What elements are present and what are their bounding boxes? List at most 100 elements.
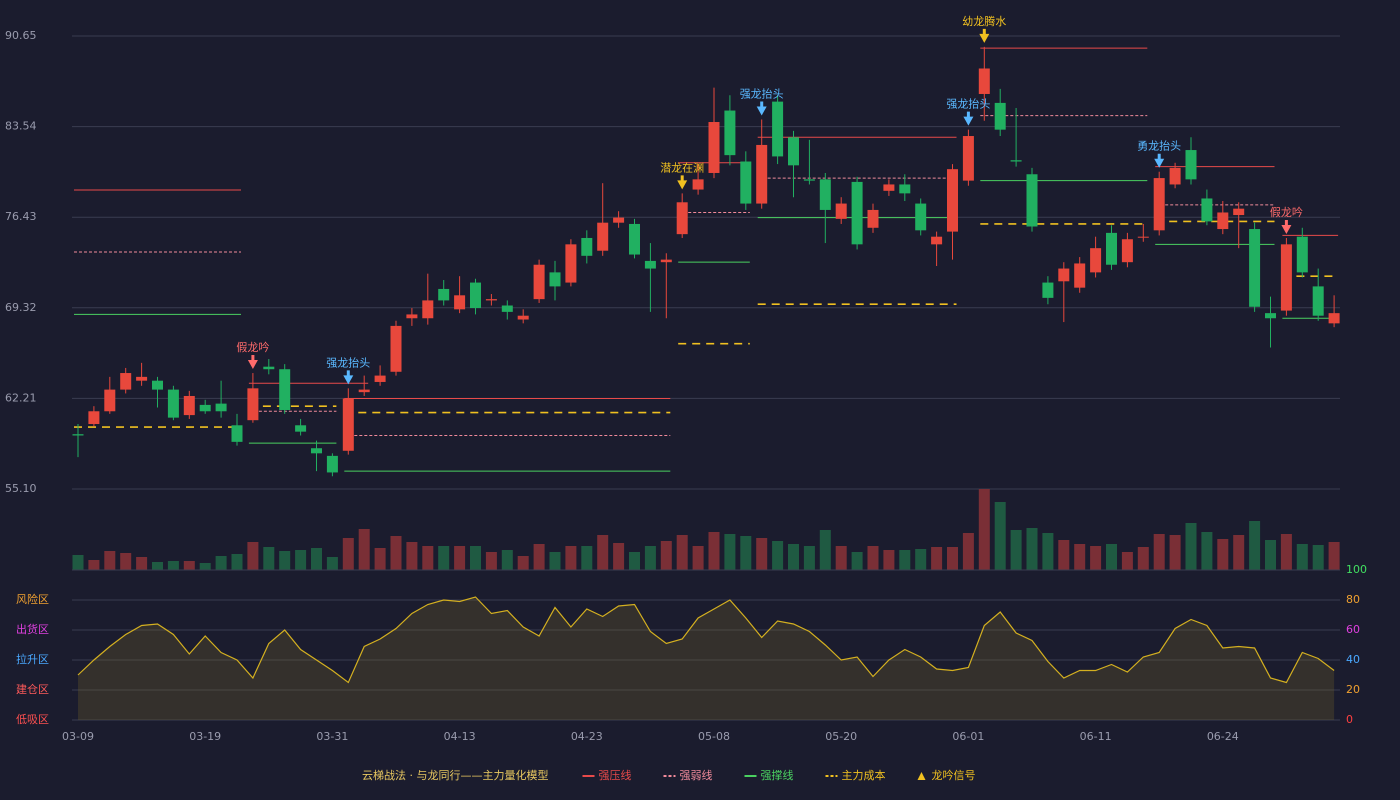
- candle-body: [247, 388, 259, 421]
- candle-body: [1312, 286, 1324, 316]
- volume-bar: [756, 538, 768, 570]
- x-tick-label: 06-01: [952, 730, 984, 743]
- legend-title: 云梯战法 · 与龙同行——主力量化模型: [362, 768, 549, 782]
- candle-body: [104, 389, 116, 412]
- legend-swatch: [917, 772, 926, 780]
- candle-body: [517, 315, 529, 320]
- y-tick-label: 55.10: [5, 482, 37, 495]
- volume-bar: [676, 535, 688, 570]
- candle-body: [549, 272, 561, 287]
- signal-label: 幼龙腾水: [962, 14, 1006, 28]
- volume-bar: [1233, 535, 1245, 570]
- y-tick-label: 60: [1346, 623, 1360, 636]
- volume-bar: [1074, 544, 1086, 570]
- candle-body: [183, 395, 195, 416]
- volume-bar: [1280, 534, 1292, 570]
- x-tick-label: 06-24: [1207, 730, 1239, 743]
- x-tick-label: 04-23: [571, 730, 603, 743]
- candle-body: [358, 389, 370, 393]
- signal-label: 强龙抬头: [326, 355, 370, 369]
- volume-bar: [549, 552, 561, 570]
- signal-arrow: [1154, 153, 1165, 168]
- x-tick-label: 03-31: [316, 730, 348, 743]
- candle-body: [263, 366, 275, 370]
- y-tick-label: 80: [1346, 593, 1360, 606]
- candle-body: [374, 375, 386, 382]
- zone-label: 风险区: [16, 592, 49, 606]
- candle-body: [994, 102, 1006, 130]
- signal-label: 假龙吟: [236, 340, 269, 354]
- volume-bar: [1185, 523, 1197, 570]
- signal-arrow: [979, 28, 990, 43]
- candle-body: [120, 373, 132, 390]
- volume-bar: [835, 546, 847, 570]
- y-tick-label: 90.65: [5, 29, 37, 42]
- volume-bar: [199, 563, 211, 570]
- x-tick-label: 06-11: [1080, 730, 1112, 743]
- candle-body: [947, 169, 958, 232]
- candle-body: [676, 202, 688, 235]
- volume-bar: [994, 502, 1006, 570]
- volume-bar: [1153, 534, 1165, 570]
- candle-body: [152, 380, 163, 390]
- candle-body: [819, 179, 831, 210]
- volume-bar: [231, 554, 243, 570]
- legend-label: 龙吟信号: [932, 768, 976, 782]
- candle-body: [613, 217, 625, 223]
- volume-bar: [978, 489, 990, 570]
- candle-body: [406, 314, 418, 319]
- volume-bar: [1010, 530, 1022, 570]
- candle-body: [978, 68, 990, 94]
- candle-body: [501, 305, 513, 312]
- candle-body: [1249, 229, 1261, 307]
- candle-body: [88, 411, 100, 425]
- zone-label: 出货区: [16, 622, 49, 636]
- volume-bar: [374, 548, 386, 570]
- candle-body: [1201, 198, 1213, 222]
- signal-label: 强龙抬头: [740, 86, 784, 100]
- candle-body: [295, 425, 307, 432]
- signal-arrow: [677, 175, 688, 190]
- candle-body: [485, 299, 497, 301]
- candle-body: [470, 282, 481, 309]
- volume-bar: [120, 553, 132, 570]
- volume-bar: [311, 548, 322, 570]
- volume-bar: [788, 544, 799, 570]
- volume-bar: [104, 551, 116, 570]
- volume-bar: [581, 546, 593, 570]
- candle-body: [851, 181, 863, 245]
- candle-body: [1265, 313, 1276, 319]
- signal-label: 潜龙在渊: [660, 160, 704, 174]
- volume-bar: [1265, 540, 1276, 570]
- volume-bar: [962, 533, 974, 570]
- legend-label: 主力成本: [842, 768, 886, 782]
- candle-body: [533, 264, 545, 300]
- y-tick-label: 62.21: [5, 391, 37, 404]
- candle-body: [1026, 174, 1038, 227]
- volume-bar: [724, 534, 736, 570]
- volume-bar: [533, 544, 545, 570]
- volume-bar: [136, 557, 148, 570]
- signal-label: 勇龙抬头: [1137, 139, 1181, 153]
- volume-bar: [867, 546, 879, 570]
- volume-bar: [72, 555, 84, 570]
- candle-body: [1042, 282, 1054, 298]
- volume-bar: [247, 542, 259, 570]
- volume-bar: [660, 541, 672, 570]
- legend-label: 强弱线: [680, 768, 713, 782]
- signal-label: 强龙抬头: [946, 97, 990, 111]
- volume-bar: [390, 536, 402, 570]
- candle-body: [772, 101, 784, 157]
- volume-bar: [1217, 539, 1229, 570]
- volume-bar: [644, 546, 656, 570]
- volume-bar: [740, 536, 752, 570]
- candle-body: [422, 300, 434, 319]
- volume-bar: [708, 532, 720, 570]
- zone-label: 低吸区: [16, 713, 49, 726]
- candle-body: [1010, 160, 1022, 162]
- candle-body: [1058, 268, 1070, 282]
- candle-body: [1153, 178, 1165, 231]
- volume-bar: [772, 541, 784, 570]
- volume-bar: [1249, 521, 1261, 570]
- candle-body: [692, 179, 704, 190]
